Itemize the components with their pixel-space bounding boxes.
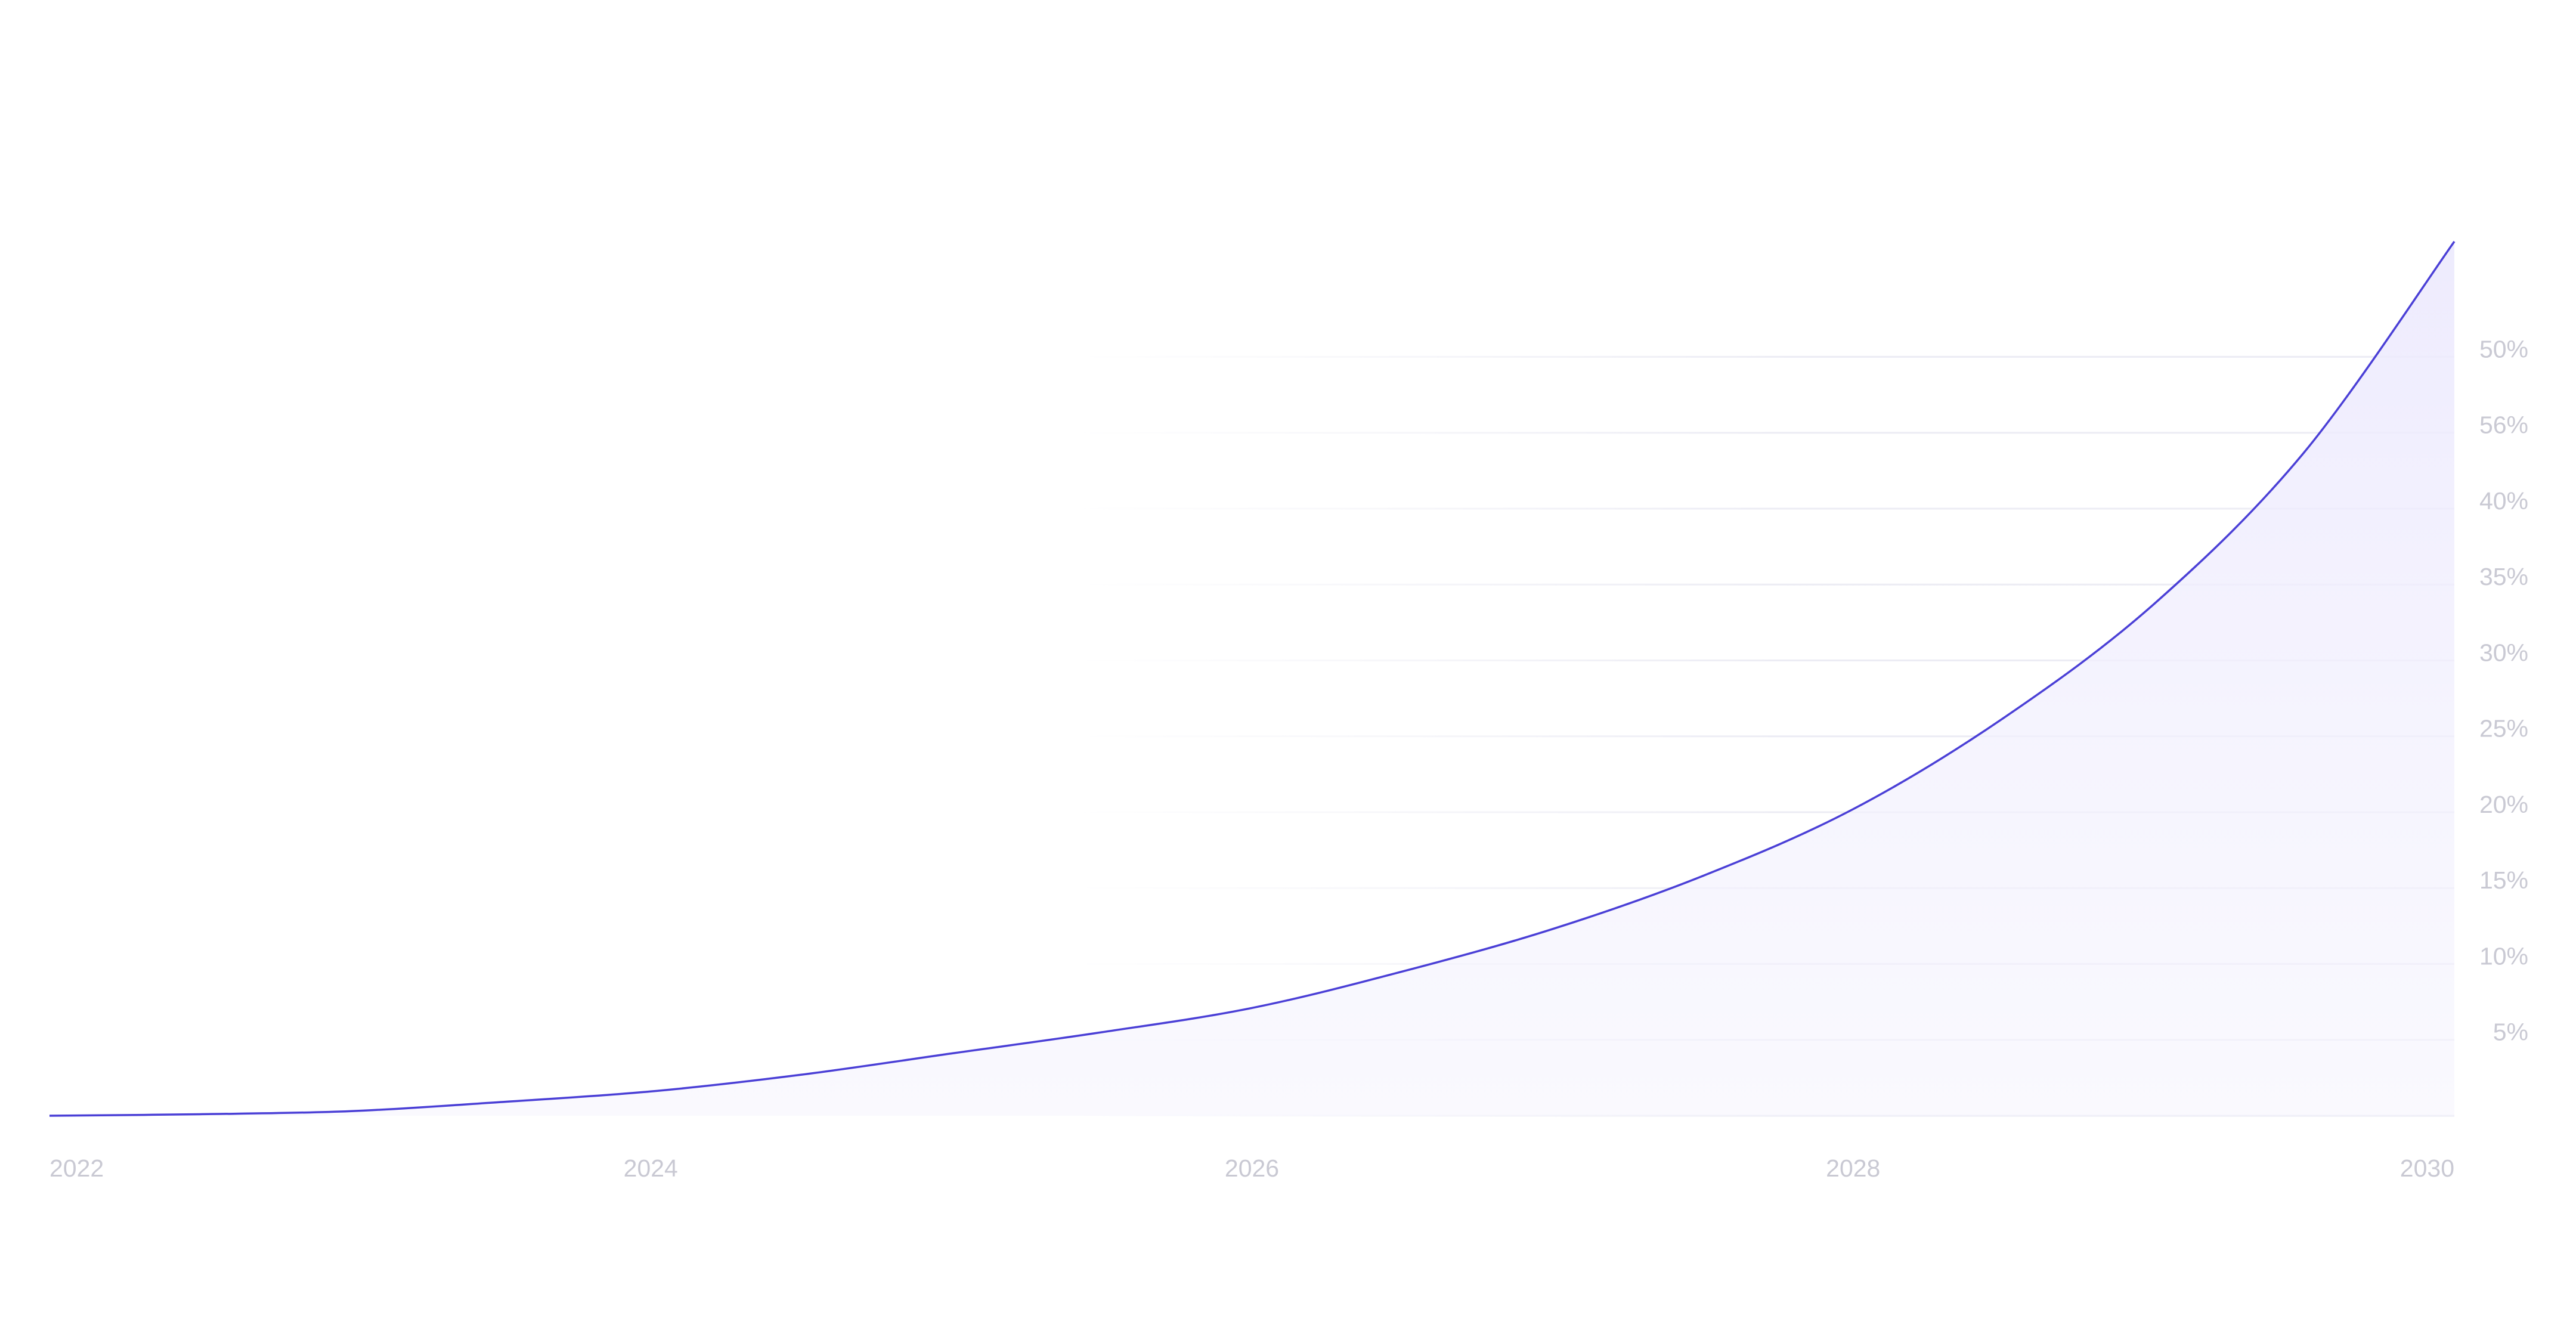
y-tick-label: 40%	[2479, 487, 2528, 515]
y-tick-label: 5%	[2493, 1019, 2528, 1046]
x-tick-label: 2030	[2400, 1154, 2454, 1182]
y-tick-label: 30%	[2479, 639, 2528, 666]
y-tick-label: 25%	[2479, 715, 2528, 742]
x-tick-label: 2022	[49, 1154, 104, 1182]
y-tick-label: 20%	[2479, 791, 2528, 818]
line	[49, 240, 2456, 1117]
y-tick-label: 35%	[2479, 563, 2528, 590]
x-tick-label: 2026	[1225, 1154, 1279, 1182]
x-tick-label: 2024	[624, 1154, 678, 1182]
y-tick-label: 15%	[2479, 866, 2528, 894]
x-tick-label: 2028	[1826, 1154, 1880, 1182]
y-tick-label: 56%	[2479, 411, 2528, 439]
area-fill	[49, 242, 2454, 1116]
y-tick-label: 50%	[2479, 335, 2528, 363]
y-tick-label: 10%	[2479, 942, 2528, 970]
